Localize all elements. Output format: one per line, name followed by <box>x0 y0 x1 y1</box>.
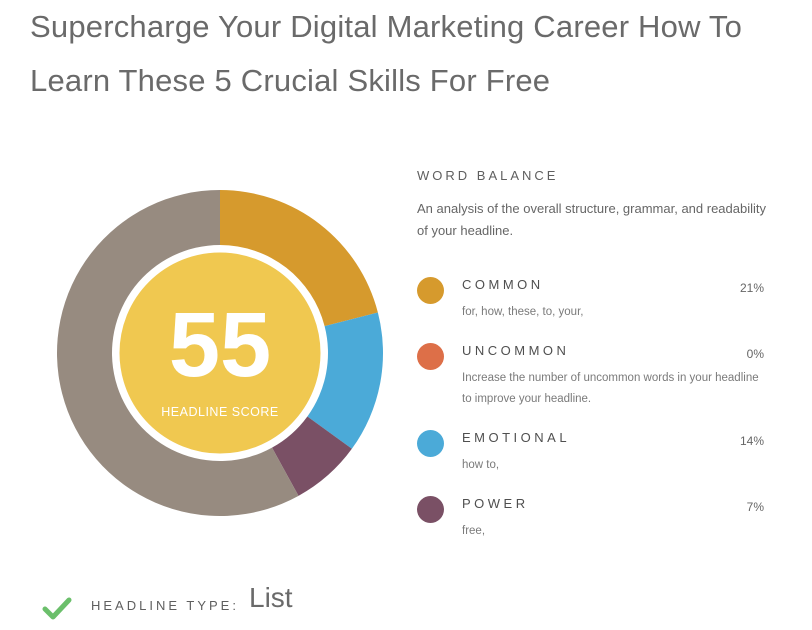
category-words: for, how, these, to, your, <box>462 306 584 318</box>
word-balance-title: WORD BALANCE <box>417 168 559 183</box>
headline-text: Supercharge Your Digital Marketing Caree… <box>30 9 743 98</box>
category-percent: 14% <box>739 434 764 448</box>
category-name: UNCOMMON <box>462 343 570 358</box>
headline-type-label: HEADLINE TYPE: <box>91 598 239 613</box>
power-dot-icon <box>417 496 444 523</box>
word-balance-panel: WORD BALANCE An analysis of the overall … <box>417 168 772 537</box>
category-name: POWER <box>462 496 529 511</box>
score-center <box>114 247 326 459</box>
donut-segment-power <box>272 416 352 496</box>
check-icon <box>42 597 72 620</box>
category-name: COMMON <box>462 277 544 292</box>
category-percent: 7% <box>746 500 764 514</box>
donut-segment-remainder <box>57 190 299 516</box>
category-name: EMOTIONAL <box>462 430 571 445</box>
score-label: HEADLINE SCORE <box>161 405 278 419</box>
donut-segment-common <box>220 190 378 327</box>
uncommon-dot-icon <box>417 343 444 370</box>
score-donut: 55 HEADLINE SCORE <box>57 190 383 516</box>
category-percent: 0% <box>746 347 764 361</box>
word-balance-description: An analysis of the overall structure, gr… <box>417 201 767 238</box>
category-words: free, <box>462 525 486 537</box>
headline-type-value: List <box>249 582 293 613</box>
common-dot-icon <box>417 277 444 304</box>
headline-type-row: HEADLINE TYPE: List <box>42 580 442 620</box>
score-value: 55 <box>169 294 271 396</box>
donut-segment-emotional <box>307 312 383 449</box>
category-words: how to, <box>462 459 500 471</box>
emotional-dot-icon <box>417 430 444 457</box>
category-percent: 21% <box>739 281 764 295</box>
category-words: Increase the number of uncommon words in… <box>462 372 759 405</box>
